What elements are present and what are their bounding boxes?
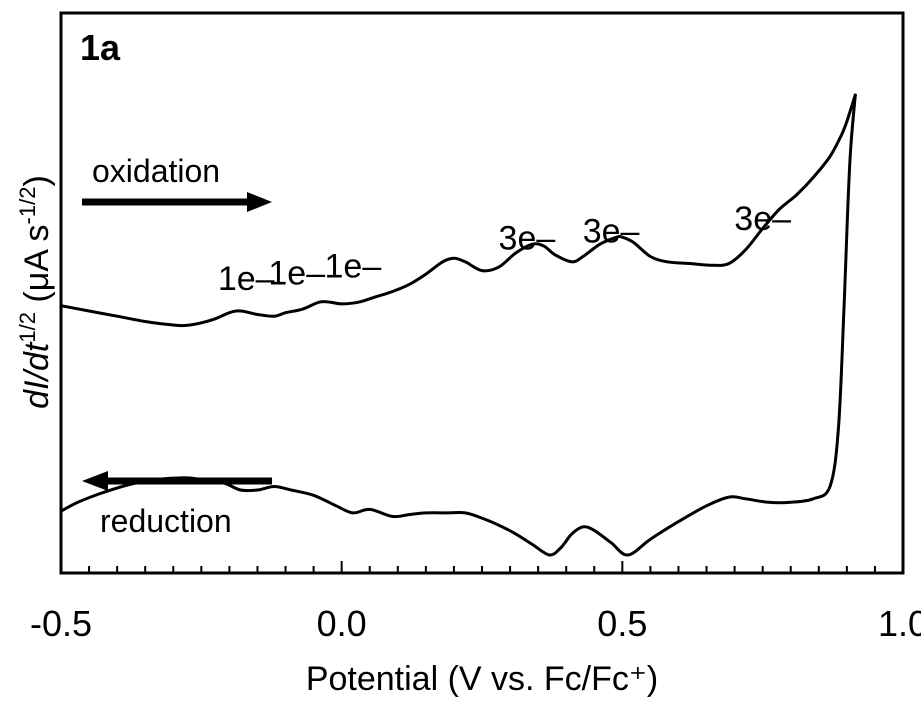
oxidation-label: oxidation — [92, 153, 220, 189]
x-axis-ticks — [60, 561, 904, 573]
x-tick-label: 0.0 — [317, 603, 367, 644]
y-axis-title-unit-sup: -1/2 — [15, 187, 40, 225]
series-line-reduction-sweep — [59, 93, 857, 557]
panel-label: 1a — [80, 27, 121, 68]
peak-annotation: 3e– — [499, 220, 556, 258]
oxidation-arrow — [82, 192, 272, 212]
y-axis-title-unit-close: ) — [18, 175, 56, 186]
peak-annotation: 1e– — [268, 255, 325, 293]
y-axis-title-unit: (μA s — [18, 224, 56, 312]
x-axis-tick-labels: -0.5 0.0 0.5 1.0 — [30, 603, 921, 644]
x-axis-title: Potential (V vs. Fc/Fc⁺) — [306, 660, 658, 698]
x-tick-label: 0.5 — [597, 603, 647, 644]
y-axis-title: dI/dt1/2 (μA s-1/2) — [15, 175, 56, 409]
peak-annotation: 3e– — [734, 200, 791, 238]
peak-annotations: 1e–1e– 1e–3e– 3e– 3e– — [218, 200, 791, 298]
peak-annotation: 1e– — [325, 248, 382, 286]
plot-frame — [59, 11, 905, 575]
peak-annotation: 3e– — [583, 212, 640, 250]
y-axis-title-main-sup: 1/2 — [15, 312, 40, 343]
series-curves — [59, 93, 857, 557]
x-tick-label: -0.5 — [30, 603, 92, 644]
peak-annotation: 1e– — [218, 260, 275, 298]
y-axis-title-main: dI/dt — [18, 341, 56, 409]
series-line-oxidation-sweep — [59, 93, 857, 328]
reduction-label: reduction — [100, 503, 232, 539]
reduction-arrow — [82, 471, 272, 491]
x-tick-label: 1.0 — [878, 603, 921, 644]
